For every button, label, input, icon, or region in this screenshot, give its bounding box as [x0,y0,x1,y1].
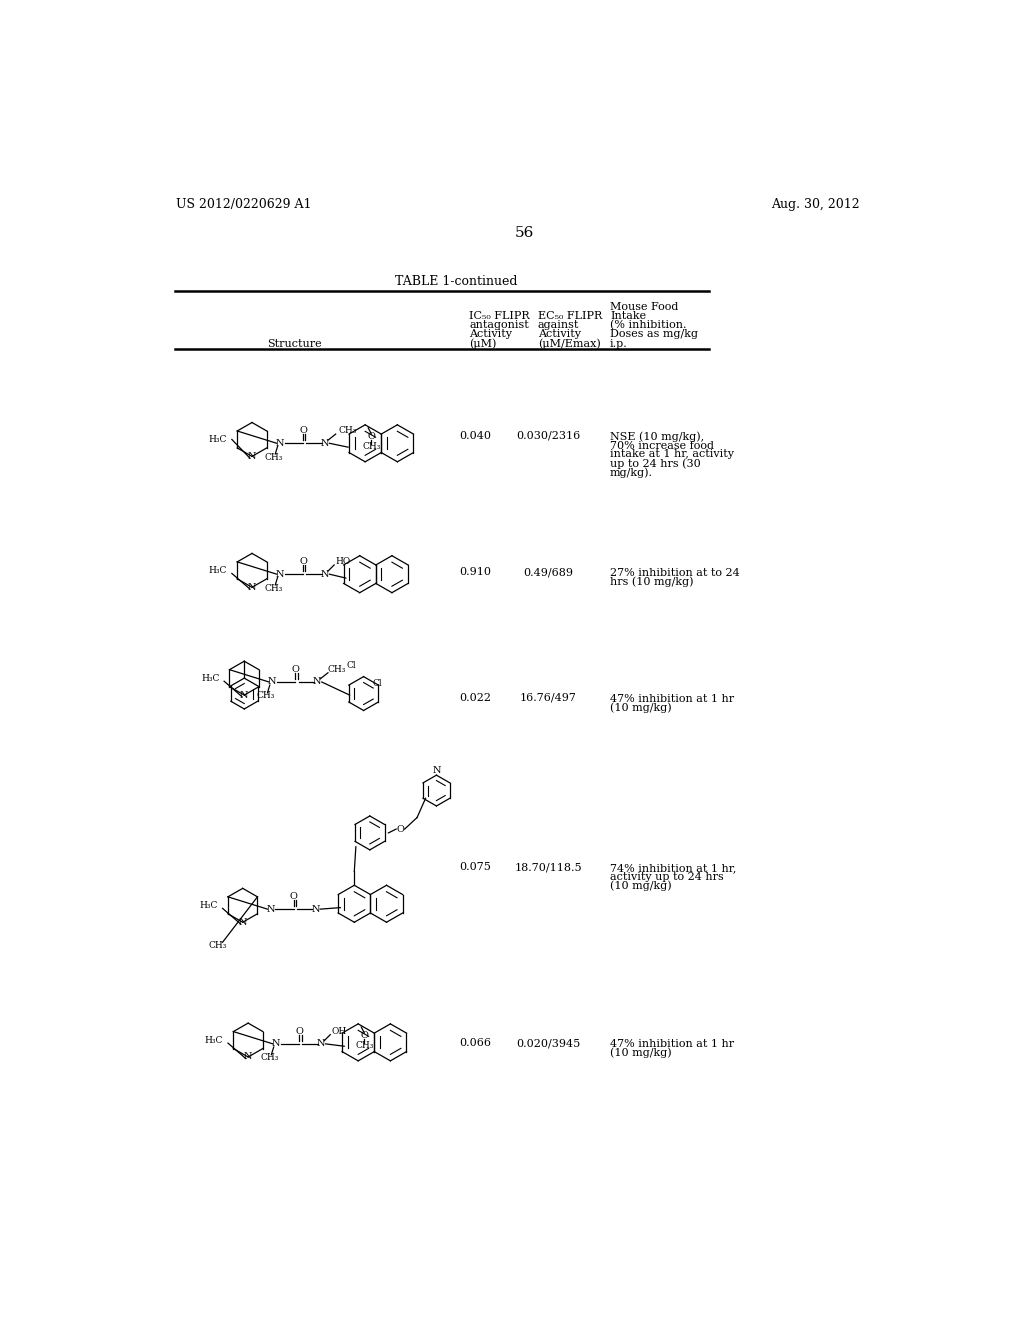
Text: O: O [368,432,375,441]
Text: O: O [396,825,403,833]
Text: 16.76/497: 16.76/497 [519,693,577,702]
Text: 70% increase food: 70% increase food [610,441,714,450]
Text: N: N [244,1052,252,1061]
Text: N: N [275,438,284,447]
Text: Cl: Cl [373,678,383,688]
Text: activity up to 24 hrs: activity up to 24 hrs [610,871,724,882]
Text: Aug. 30, 2012: Aug. 30, 2012 [771,198,860,211]
Text: H₃C: H₃C [200,900,218,909]
Text: i.p.: i.p. [610,339,628,348]
Text: hrs (10 mg/kg): hrs (10 mg/kg) [610,577,693,587]
Text: Activity: Activity [538,330,581,339]
Text: O: O [290,892,298,902]
Text: Mouse Food: Mouse Food [610,302,679,312]
Text: O: O [360,1031,369,1040]
Text: CH₃: CH₃ [261,1053,279,1063]
Text: CH₃: CH₃ [209,941,227,950]
Text: 18.70/118.5: 18.70/118.5 [514,862,582,873]
Text: against: against [538,321,580,330]
Text: Intake: Intake [610,312,646,321]
Text: 0.49/689: 0.49/689 [523,568,573,577]
Text: H₃C: H₃C [209,566,227,574]
Text: N: N [313,677,322,686]
Text: O: O [299,426,307,436]
Text: 27% inhibition at to 24: 27% inhibition at to 24 [610,568,739,578]
Text: antagonist: antagonist [469,321,528,330]
Text: Activity: Activity [469,330,512,339]
Text: N: N [239,917,247,927]
Text: CH₃: CH₃ [362,442,381,451]
Text: EC₅₀ FLIPR: EC₅₀ FLIPR [538,312,602,321]
Text: (10 mg/kg): (10 mg/kg) [610,880,672,891]
Text: (10 mg/kg): (10 mg/kg) [610,1048,672,1059]
Text: N: N [275,570,284,578]
Text: CH₃: CH₃ [339,426,357,436]
Text: OH: OH [332,1027,347,1036]
Text: Doses as mg/kg: Doses as mg/kg [610,330,698,339]
Text: 0.022: 0.022 [459,693,492,702]
Text: (% inhibition.: (% inhibition. [610,321,686,330]
Text: N: N [266,904,274,913]
Text: CH₃: CH₃ [355,1041,374,1049]
Text: CH₃: CH₃ [264,453,283,462]
Text: 0.020/3945: 0.020/3945 [516,1038,581,1048]
Text: N: N [268,677,276,686]
Text: N: N [248,451,256,461]
Text: H₃C: H₃C [205,1036,223,1044]
Text: O: O [299,557,307,566]
Text: Cl: Cl [346,660,356,669]
Text: 74% inhibition at 1 hr,: 74% inhibition at 1 hr, [610,863,736,873]
Text: CH₃: CH₃ [328,665,346,675]
Text: 0.040: 0.040 [459,430,492,441]
Text: TABLE 1-continued: TABLE 1-continued [395,276,518,289]
Text: (10 mg/kg): (10 mg/kg) [610,702,672,713]
Text: N: N [321,570,329,578]
Text: CH₃: CH₃ [257,692,275,701]
Text: 0.030/2316: 0.030/2316 [516,430,581,441]
Text: N: N [432,766,440,775]
Text: O: O [295,1027,303,1036]
Text: N: N [248,583,256,591]
Text: HO: HO [336,557,351,566]
Text: H₃C: H₃C [209,436,227,444]
Text: 0.910: 0.910 [459,568,492,577]
Text: N: N [240,690,249,700]
Text: mg/kg).: mg/kg). [610,467,653,478]
Text: N: N [316,1039,326,1048]
Text: N: N [271,1039,281,1048]
Text: up to 24 hrs (30: up to 24 hrs (30 [610,458,700,469]
Text: 47% inhibition at 1 hr: 47% inhibition at 1 hr [610,1039,734,1049]
Text: N: N [311,904,319,913]
Text: N: N [321,438,329,447]
Text: 47% inhibition at 1 hr: 47% inhibition at 1 hr [610,693,734,704]
Text: 56: 56 [515,226,535,240]
Text: NSE (10 mg/kg),: NSE (10 mg/kg), [610,432,705,442]
Text: 0.066: 0.066 [459,1038,492,1048]
Text: Structure: Structure [267,339,323,348]
Text: IC₅₀ FLIPR: IC₅₀ FLIPR [469,312,529,321]
Text: H₃C: H₃C [201,673,219,682]
Text: O: O [292,665,299,675]
Text: 0.075: 0.075 [459,862,492,873]
Text: intake at 1 hr, activity: intake at 1 hr, activity [610,449,734,459]
Text: (μM): (μM) [469,339,497,350]
Text: CH₃: CH₃ [264,583,283,593]
Text: (μM/Emax): (μM/Emax) [538,339,601,350]
Text: US 2012/0220629 A1: US 2012/0220629 A1 [176,198,311,211]
